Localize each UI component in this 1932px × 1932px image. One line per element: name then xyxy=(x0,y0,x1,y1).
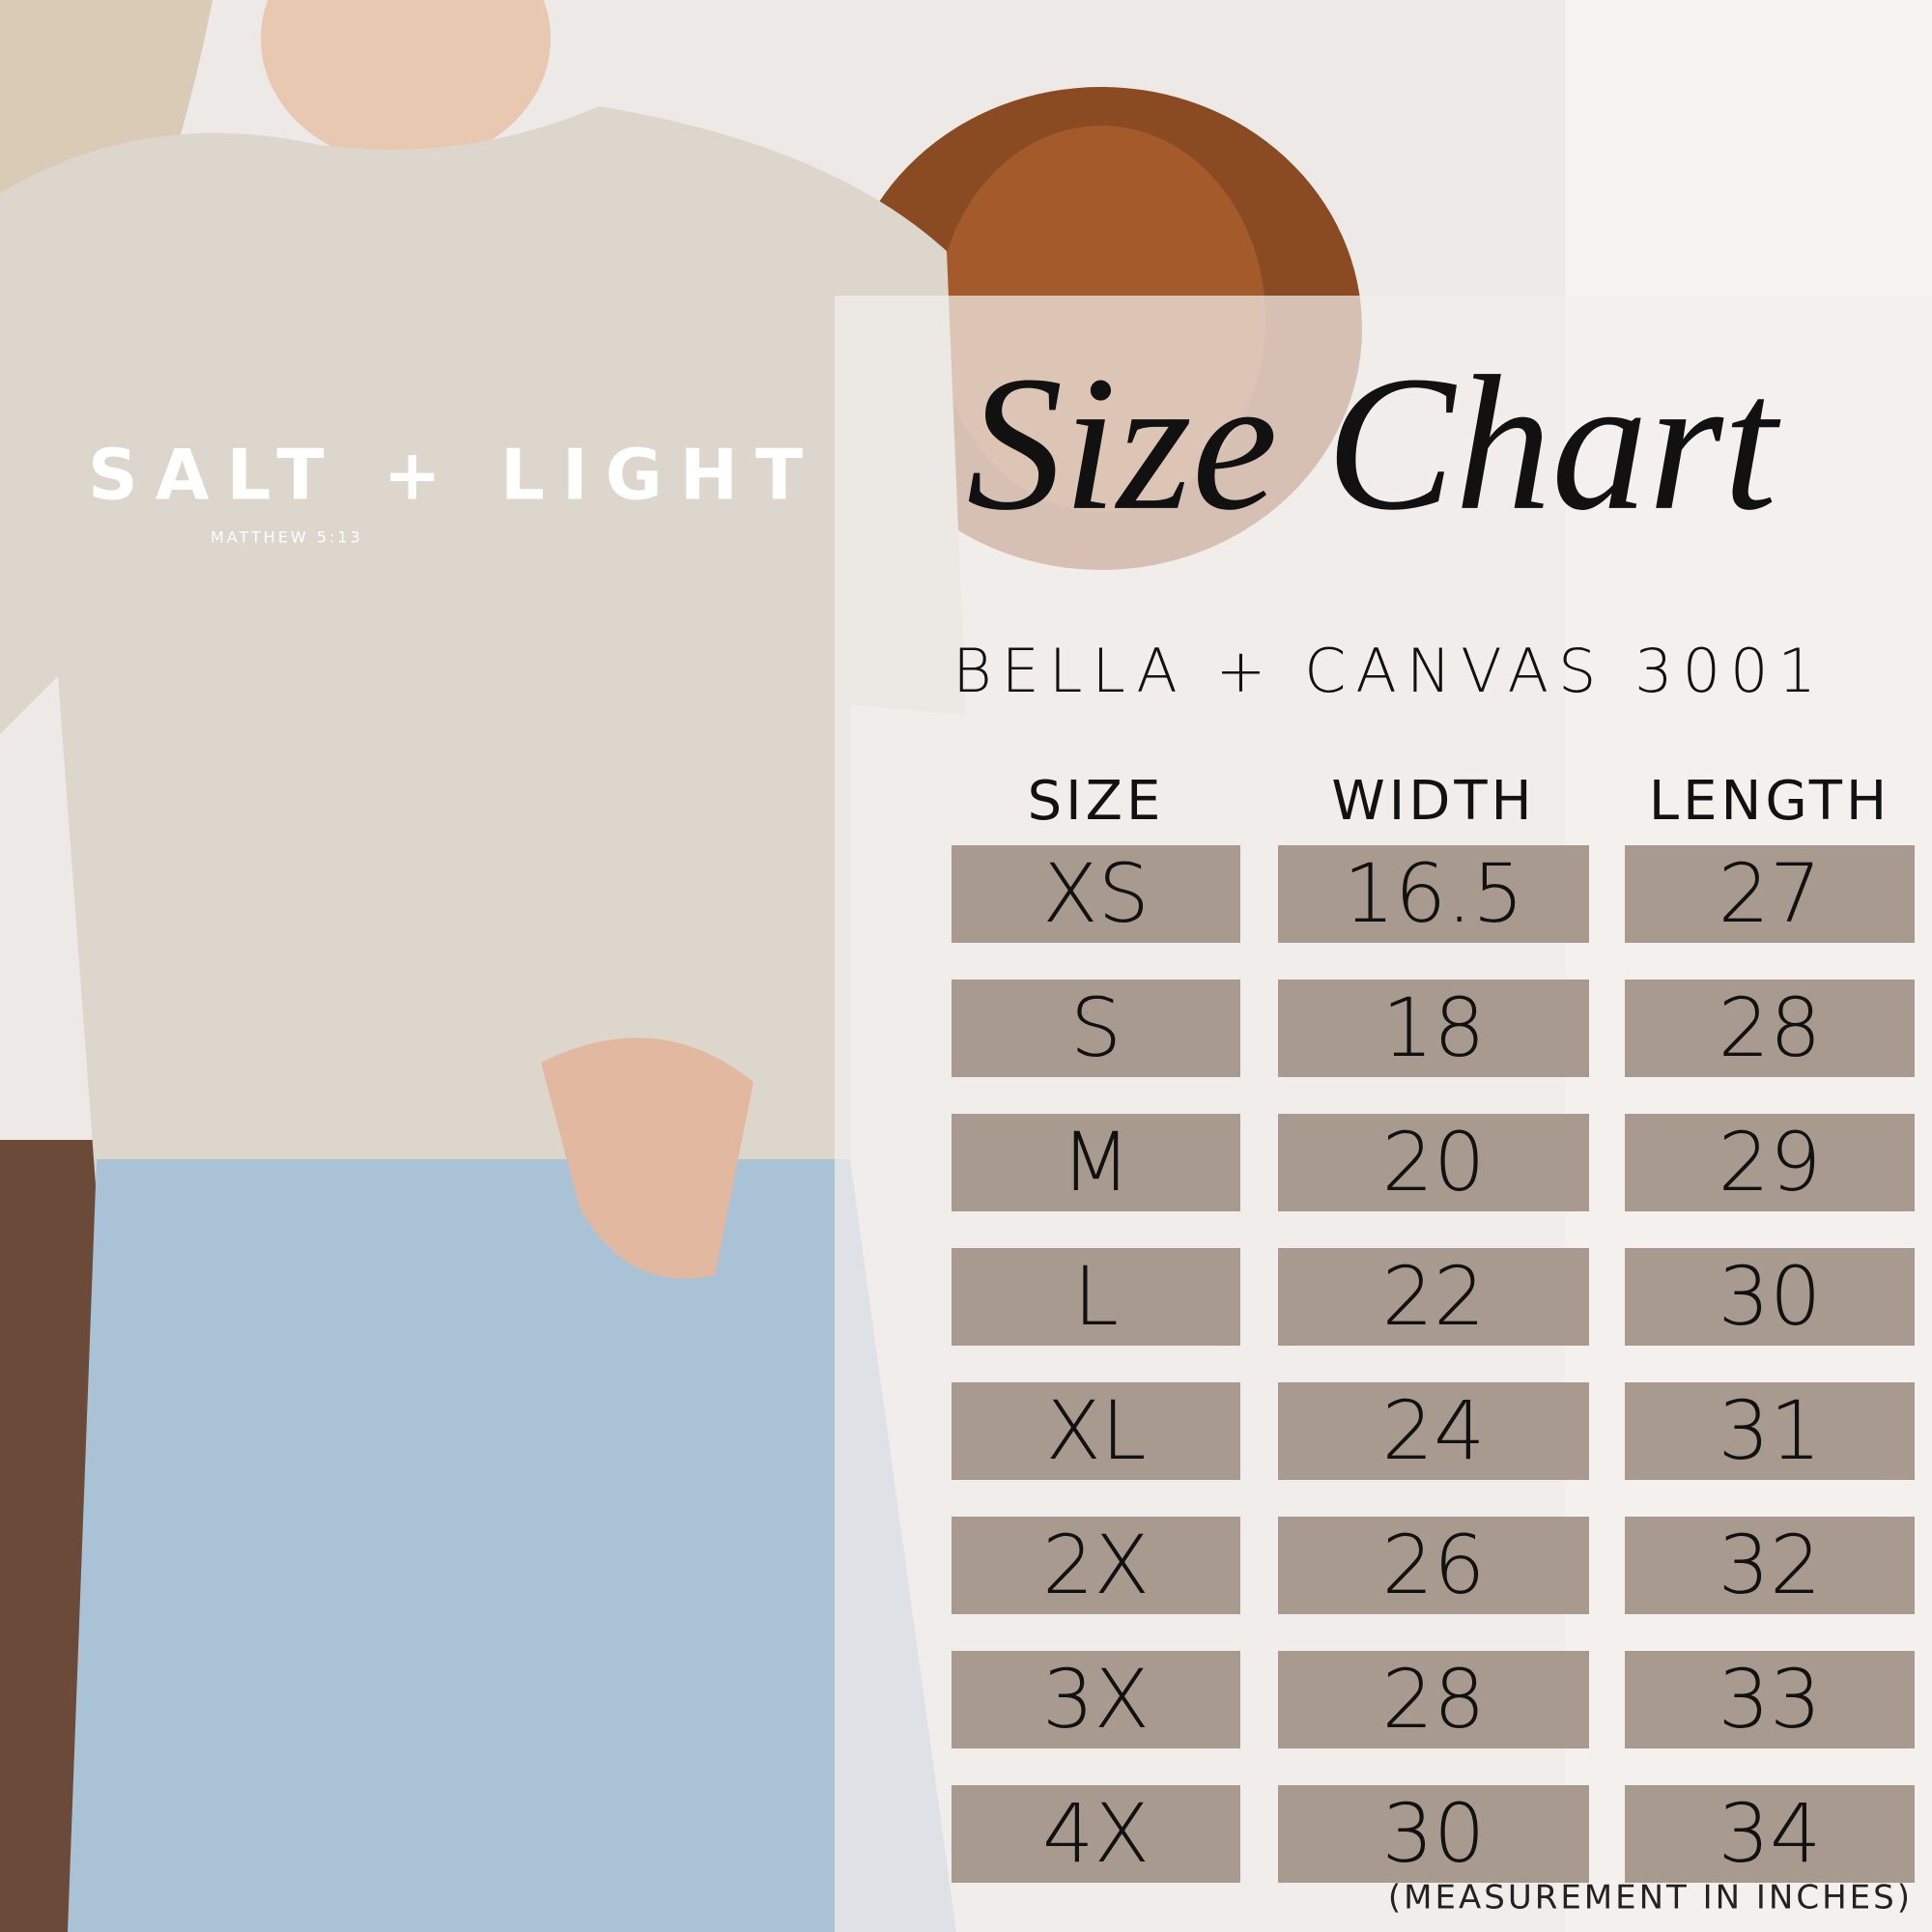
footnote: (MEASUREMENT IN INCHES) xyxy=(1388,1879,1913,1918)
cell-box xyxy=(1278,1785,1589,1883)
shirt-verse: MATTHEW 5:13 xyxy=(211,528,363,547)
size-label: 4X xyxy=(1042,1786,1150,1881)
face xyxy=(261,0,551,164)
cell-box xyxy=(952,1114,1240,1211)
cell-box xyxy=(1625,1785,1915,1883)
measurement: 24 xyxy=(1382,1383,1486,1478)
measurement: 30 xyxy=(1719,1249,1822,1344)
measurement: 33 xyxy=(1719,1652,1822,1747)
cell-box xyxy=(952,980,1240,1077)
cell-box xyxy=(1625,1651,1915,1748)
size-table: SIZE WIDTH LENGTH XS 16.5 27 S 18 28 M 20 29 L 22 30 XL… xyxy=(952,770,1915,1883)
measurement: 32 xyxy=(1719,1518,1822,1612)
jeans xyxy=(68,1159,956,1932)
cell-box xyxy=(1278,1382,1589,1480)
cell-box xyxy=(952,1248,1240,1346)
cell-box xyxy=(1278,1517,1589,1614)
cell-box xyxy=(952,1785,1240,1883)
cell-box xyxy=(1625,1248,1915,1346)
measurement: 20 xyxy=(1382,1115,1486,1209)
measurement: 34 xyxy=(1719,1786,1822,1881)
cell-box xyxy=(1278,1651,1589,1748)
cell-box xyxy=(1278,1248,1589,1346)
subtitle: BELLA + CANVAS 3001 xyxy=(952,636,1826,706)
cell-box xyxy=(1625,1382,1915,1480)
cell-box xyxy=(1278,845,1589,943)
t-shirt xyxy=(0,106,966,1198)
cell-box xyxy=(952,1517,1240,1614)
measurement: 18 xyxy=(1382,980,1486,1075)
column-header: WIDTH xyxy=(1331,770,1535,833)
cell-box xyxy=(1625,980,1915,1077)
size-label: 2X xyxy=(1042,1518,1150,1612)
cell-box xyxy=(1625,1517,1915,1614)
cell-box xyxy=(1625,1114,1915,1211)
cell-box xyxy=(952,1651,1240,1748)
cell-box xyxy=(952,845,1240,943)
measurement: 29 xyxy=(1719,1115,1822,1209)
cell-box xyxy=(952,1382,1240,1480)
measurement: 16.5 xyxy=(1343,846,1523,941)
size-label: 3X xyxy=(1042,1652,1150,1747)
size-label: M xyxy=(1061,1115,1130,1209)
column-header: LENGTH xyxy=(1649,770,1890,833)
measurement: 28 xyxy=(1382,1652,1486,1747)
size-label: S xyxy=(1070,980,1122,1075)
measurement: 31 xyxy=(1719,1383,1822,1478)
cell-box xyxy=(1278,980,1589,1077)
measurement: 26 xyxy=(1382,1518,1486,1612)
measurement: 27 xyxy=(1719,846,1822,941)
measurement: 30 xyxy=(1382,1786,1486,1881)
shirt-print: SALT + LIGHT xyxy=(88,435,820,516)
title: Size Chart xyxy=(967,337,1781,551)
size-label: L xyxy=(1073,1249,1119,1344)
cell-box xyxy=(1625,845,1915,943)
size-label: XL xyxy=(1045,1383,1146,1478)
column-header: SIZE xyxy=(1028,770,1165,833)
size-label: XS xyxy=(1042,846,1150,941)
measurement: 28 xyxy=(1719,980,1822,1075)
hand xyxy=(541,1037,753,1279)
cell-box xyxy=(1278,1114,1589,1211)
measurement: 22 xyxy=(1382,1249,1486,1344)
